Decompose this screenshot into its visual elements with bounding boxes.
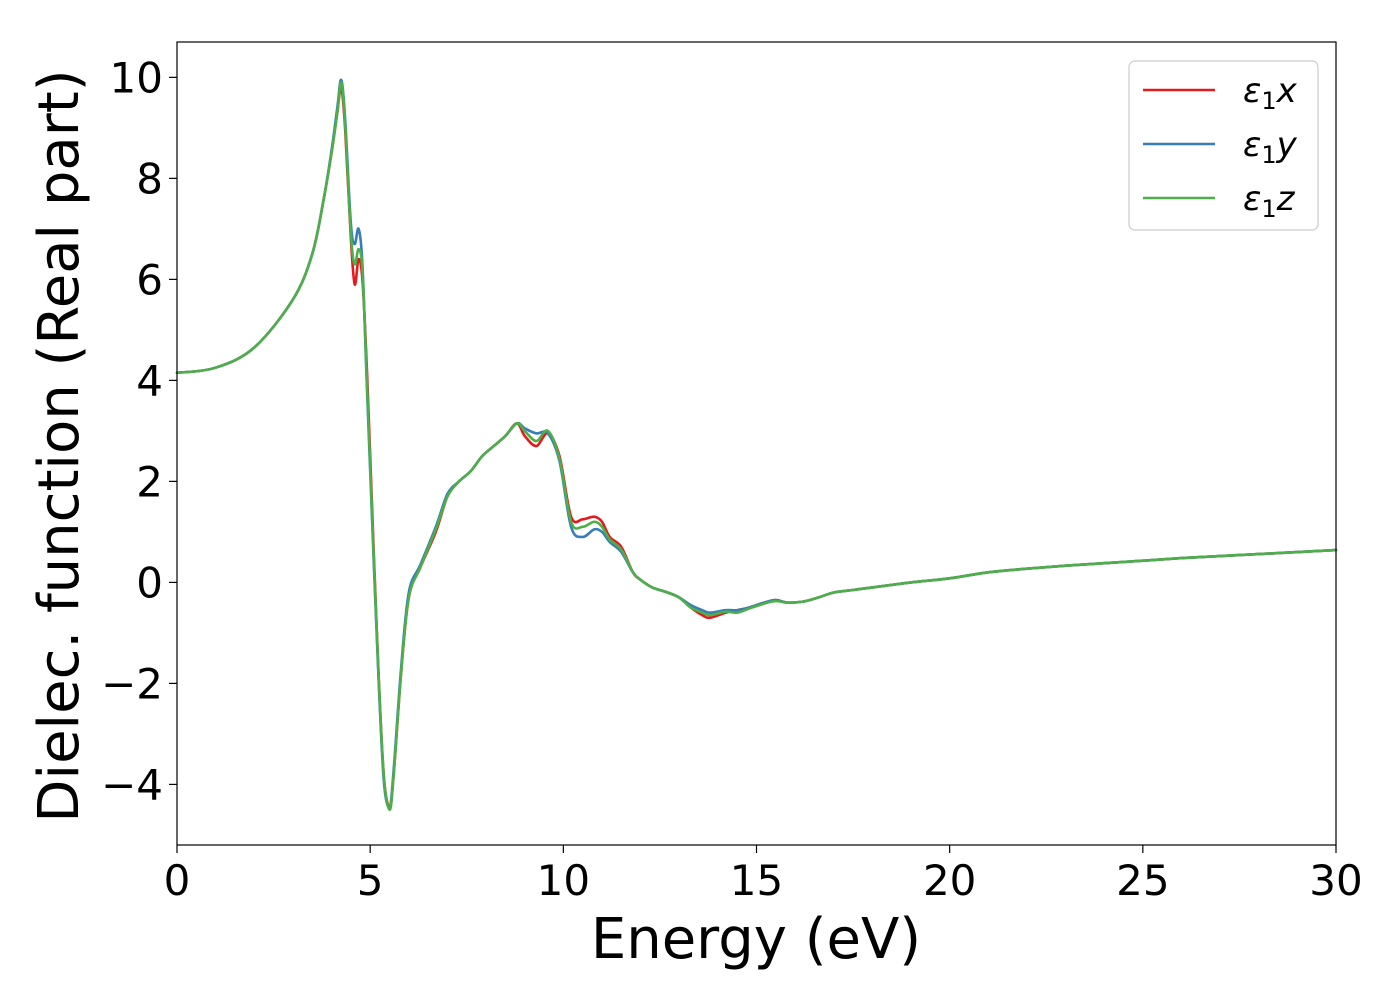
y-tick-label: 8 <box>136 154 163 203</box>
legend: ε1x ε1y ε1z <box>1128 60 1319 231</box>
x-axis-label: Energy (eV) <box>591 907 921 972</box>
legend-label-z: ε1z <box>1243 179 1296 223</box>
x-tick-label: 20 <box>923 856 976 905</box>
x-axis-ticks: 0 5 10 15 20 25 30 <box>164 845 1363 905</box>
y-axis-label: Dielec. function (Real part) <box>27 69 92 822</box>
y-axis-ticks: −4 −2 0 2 4 6 8 10 <box>101 53 177 809</box>
series-layer <box>175 78 1338 811</box>
x-tick-label: 5 <box>357 856 384 905</box>
x-tick-label: 15 <box>730 856 783 905</box>
y-tick-label: 2 <box>136 457 163 506</box>
x-tick-label: 25 <box>1116 856 1169 905</box>
y-tick-label: 10 <box>110 53 163 102</box>
legend-label-x: ε1x <box>1243 71 1298 115</box>
legend-label-y: ε1y <box>1243 125 1298 169</box>
y-tick-label: 0 <box>136 558 163 607</box>
y-tick-label: 6 <box>136 255 163 304</box>
x-tick-label: 0 <box>164 856 191 905</box>
series-line-z <box>175 81 1338 811</box>
legend-frame <box>1128 60 1319 231</box>
x-tick-label: 10 <box>537 856 590 905</box>
y-tick-label: 4 <box>136 356 163 405</box>
x-tick-label: 30 <box>1309 856 1362 905</box>
y-tick-label: −4 <box>101 760 163 809</box>
y-tick-label: −2 <box>101 659 163 708</box>
